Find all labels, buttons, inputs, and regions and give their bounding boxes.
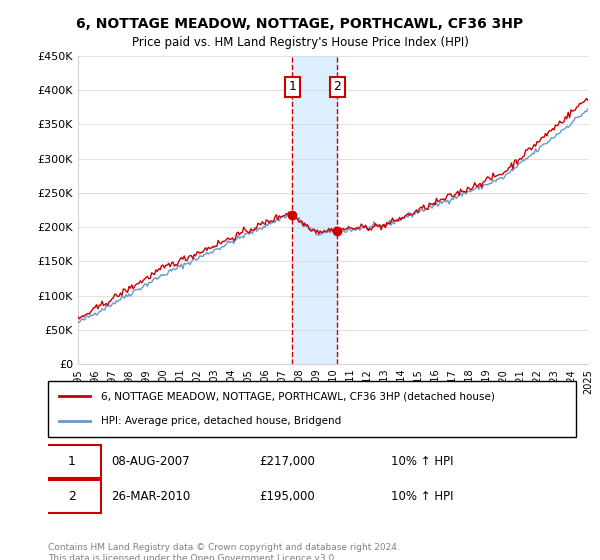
- Text: 26-MAR-2010: 26-MAR-2010: [112, 490, 191, 503]
- Text: 2: 2: [68, 490, 76, 503]
- Bar: [292, 56, 337, 364]
- Text: 10% ↑ HPI: 10% ↑ HPI: [391, 455, 454, 468]
- Text: 6, NOTTAGE MEADOW, NOTTAGE, PORTHCAWL, CF36 3HP: 6, NOTTAGE MEADOW, NOTTAGE, PORTHCAWL, C…: [76, 17, 524, 31]
- Text: 1: 1: [288, 80, 296, 94]
- Text: £217,000: £217,000: [259, 455, 315, 468]
- FancyBboxPatch shape: [43, 445, 101, 478]
- FancyBboxPatch shape: [43, 480, 101, 513]
- Text: Contains HM Land Registry data © Crown copyright and database right 2024.
This d: Contains HM Land Registry data © Crown c…: [48, 543, 400, 560]
- Text: HPI: Average price, detached house, Bridgend: HPI: Average price, detached house, Brid…: [101, 416, 341, 426]
- Text: 6, NOTTAGE MEADOW, NOTTAGE, PORTHCAWL, CF36 3HP (detached house): 6, NOTTAGE MEADOW, NOTTAGE, PORTHCAWL, C…: [101, 391, 494, 402]
- Text: 10% ↑ HPI: 10% ↑ HPI: [391, 490, 454, 503]
- Text: Price paid vs. HM Land Registry's House Price Index (HPI): Price paid vs. HM Land Registry's House …: [131, 36, 469, 49]
- Text: £195,000: £195,000: [259, 490, 315, 503]
- Text: 1: 1: [68, 455, 76, 468]
- Text: 08-AUG-2007: 08-AUG-2007: [112, 455, 190, 468]
- FancyBboxPatch shape: [48, 381, 576, 437]
- Text: 2: 2: [334, 80, 341, 94]
